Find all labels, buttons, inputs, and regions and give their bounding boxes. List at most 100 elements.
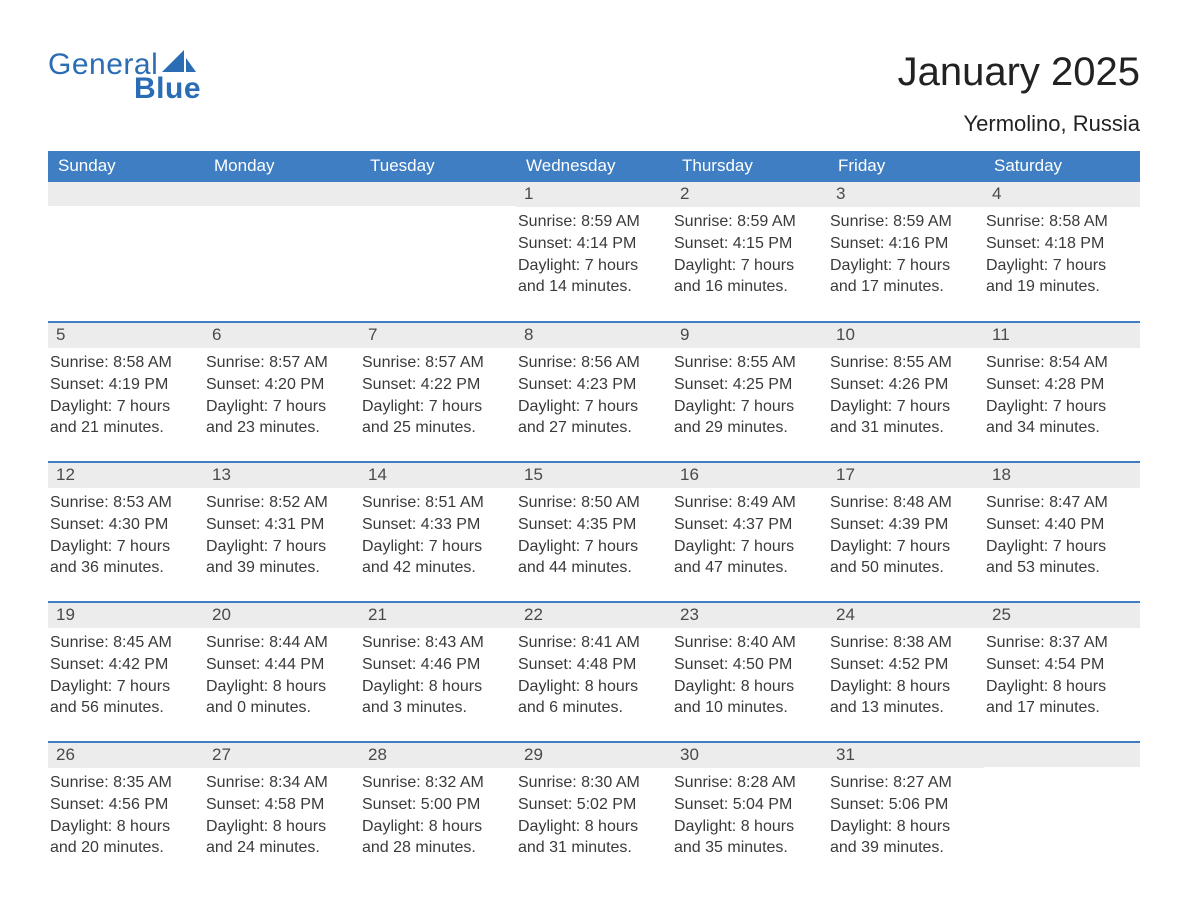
day-number: 15 (516, 463, 672, 488)
calendar-day-cell: 23Sunrise: 8:40 AMSunset: 4:50 PMDayligh… (672, 602, 828, 742)
location: Yermolino, Russia (898, 111, 1140, 137)
daylight-line-1: Daylight: 7 hours (674, 396, 826, 418)
day-data: Sunrise: 8:55 AMSunset: 4:26 PMDaylight:… (828, 348, 984, 442)
calendar-week-row: 26Sunrise: 8:35 AMSunset: 4:56 PMDayligh… (48, 742, 1140, 882)
daylight-line-2: and 13 minutes. (830, 697, 982, 719)
day-data: Sunrise: 8:27 AMSunset: 5:06 PMDaylight:… (828, 768, 984, 862)
daylight-line-2: and 27 minutes. (518, 417, 670, 439)
daylight-line-2: and 36 minutes. (50, 557, 202, 579)
sunset-line: Sunset: 4:37 PM (674, 514, 826, 536)
daylight-line-1: Daylight: 8 hours (830, 816, 982, 838)
daylight-line-2: and 31 minutes. (830, 417, 982, 439)
calendar-day-cell: 4Sunrise: 8:58 AMSunset: 4:18 PMDaylight… (984, 182, 1140, 322)
daylight-line-1: Daylight: 7 hours (206, 396, 358, 418)
daylight-line-2: and 23 minutes. (206, 417, 358, 439)
daylight-line-1: Daylight: 7 hours (674, 255, 826, 277)
day-number: 19 (48, 603, 204, 628)
daylight-line-2: and 14 minutes. (518, 276, 670, 298)
sunrise-line: Sunrise: 8:45 AM (50, 632, 202, 654)
sunrise-line: Sunrise: 8:54 AM (986, 352, 1138, 374)
sunset-line: Sunset: 4:58 PM (206, 794, 358, 816)
calendar-day-cell: 28Sunrise: 8:32 AMSunset: 5:00 PMDayligh… (360, 742, 516, 882)
daylight-line-2: and 47 minutes. (674, 557, 826, 579)
weekday-header: Thursday (672, 151, 828, 182)
weekday-header: Sunday (48, 151, 204, 182)
day-data: Sunrise: 8:53 AMSunset: 4:30 PMDaylight:… (48, 488, 204, 582)
daylight-line-2: and 19 minutes. (986, 276, 1138, 298)
day-number: 13 (204, 463, 360, 488)
day-data: Sunrise: 8:56 AMSunset: 4:23 PMDaylight:… (516, 348, 672, 442)
calendar-week-row: 12Sunrise: 8:53 AMSunset: 4:30 PMDayligh… (48, 462, 1140, 602)
daylight-line-1: Daylight: 8 hours (830, 676, 982, 698)
weekday-header: Wednesday (516, 151, 672, 182)
day-number: 7 (360, 323, 516, 348)
daylight-line-2: and 44 minutes. (518, 557, 670, 579)
day-data: Sunrise: 8:52 AMSunset: 4:31 PMDaylight:… (204, 488, 360, 582)
day-number (204, 182, 360, 206)
sunrise-line: Sunrise: 8:55 AM (674, 352, 826, 374)
day-number: 22 (516, 603, 672, 628)
calendar-day-cell: 3Sunrise: 8:59 AMSunset: 4:16 PMDaylight… (828, 182, 984, 322)
day-data: Sunrise: 8:44 AMSunset: 4:44 PMDaylight:… (204, 628, 360, 722)
sunrise-line: Sunrise: 8:47 AM (986, 492, 1138, 514)
day-data: Sunrise: 8:28 AMSunset: 5:04 PMDaylight:… (672, 768, 828, 862)
calendar-day-cell: 1Sunrise: 8:59 AMSunset: 4:14 PMDaylight… (516, 182, 672, 322)
day-data: Sunrise: 8:40 AMSunset: 4:50 PMDaylight:… (672, 628, 828, 722)
day-data: Sunrise: 8:38 AMSunset: 4:52 PMDaylight:… (828, 628, 984, 722)
daylight-line-2: and 16 minutes. (674, 276, 826, 298)
calendar-day-cell (360, 182, 516, 322)
sunset-line: Sunset: 4:25 PM (674, 374, 826, 396)
sunset-line: Sunset: 4:44 PM (206, 654, 358, 676)
day-data: Sunrise: 8:37 AMSunset: 4:54 PMDaylight:… (984, 628, 1140, 722)
daylight-line-1: Daylight: 8 hours (674, 816, 826, 838)
page-title: January 2025 (898, 50, 1140, 95)
day-number: 3 (828, 182, 984, 207)
sunset-line: Sunset: 4:42 PM (50, 654, 202, 676)
sunrise-line: Sunrise: 8:35 AM (50, 772, 202, 794)
daylight-line-1: Daylight: 7 hours (518, 396, 670, 418)
day-data: Sunrise: 8:49 AMSunset: 4:37 PMDaylight:… (672, 488, 828, 582)
day-number: 11 (984, 323, 1140, 348)
weekday-header: Monday (204, 151, 360, 182)
calendar-day-cell: 30Sunrise: 8:28 AMSunset: 5:04 PMDayligh… (672, 742, 828, 882)
daylight-line-1: Daylight: 8 hours (206, 816, 358, 838)
calendar-day-cell: 29Sunrise: 8:30 AMSunset: 5:02 PMDayligh… (516, 742, 672, 882)
day-data: Sunrise: 8:59 AMSunset: 4:15 PMDaylight:… (672, 207, 828, 301)
calendar-day-cell: 20Sunrise: 8:44 AMSunset: 4:44 PMDayligh… (204, 602, 360, 742)
sunset-line: Sunset: 4:33 PM (362, 514, 514, 536)
weekday-header: Friday (828, 151, 984, 182)
day-number (48, 182, 204, 206)
daylight-line-2: and 6 minutes. (518, 697, 670, 719)
calendar-day-cell: 19Sunrise: 8:45 AMSunset: 4:42 PMDayligh… (48, 602, 204, 742)
day-number: 18 (984, 463, 1140, 488)
day-data: Sunrise: 8:58 AMSunset: 4:18 PMDaylight:… (984, 207, 1140, 301)
sunset-line: Sunset: 4:16 PM (830, 233, 982, 255)
daylight-line-1: Daylight: 8 hours (362, 676, 514, 698)
daylight-line-2: and 56 minutes. (50, 697, 202, 719)
sunset-line: Sunset: 4:23 PM (518, 374, 670, 396)
day-number: 17 (828, 463, 984, 488)
sunrise-line: Sunrise: 8:27 AM (830, 772, 982, 794)
sunrise-line: Sunrise: 8:44 AM (206, 632, 358, 654)
day-number: 21 (360, 603, 516, 628)
sunset-line: Sunset: 4:20 PM (206, 374, 358, 396)
day-data: Sunrise: 8:55 AMSunset: 4:25 PMDaylight:… (672, 348, 828, 442)
sunset-line: Sunset: 5:00 PM (362, 794, 514, 816)
sunrise-line: Sunrise: 8:55 AM (830, 352, 982, 374)
day-number: 14 (360, 463, 516, 488)
calendar-day-cell (984, 742, 1140, 882)
calendar-day-cell: 8Sunrise: 8:56 AMSunset: 4:23 PMDaylight… (516, 322, 672, 462)
daylight-line-1: Daylight: 7 hours (986, 255, 1138, 277)
daylight-line-1: Daylight: 7 hours (206, 536, 358, 558)
day-number: 4 (984, 182, 1140, 207)
day-number: 20 (204, 603, 360, 628)
day-data: Sunrise: 8:48 AMSunset: 4:39 PMDaylight:… (828, 488, 984, 582)
day-number: 12 (48, 463, 204, 488)
calendar-day-cell: 16Sunrise: 8:49 AMSunset: 4:37 PMDayligh… (672, 462, 828, 602)
daylight-line-1: Daylight: 7 hours (362, 536, 514, 558)
daylight-line-1: Daylight: 7 hours (50, 396, 202, 418)
daylight-line-2: and 10 minutes. (674, 697, 826, 719)
sunset-line: Sunset: 4:19 PM (50, 374, 202, 396)
sunrise-line: Sunrise: 8:59 AM (518, 211, 670, 233)
sunset-line: Sunset: 4:48 PM (518, 654, 670, 676)
